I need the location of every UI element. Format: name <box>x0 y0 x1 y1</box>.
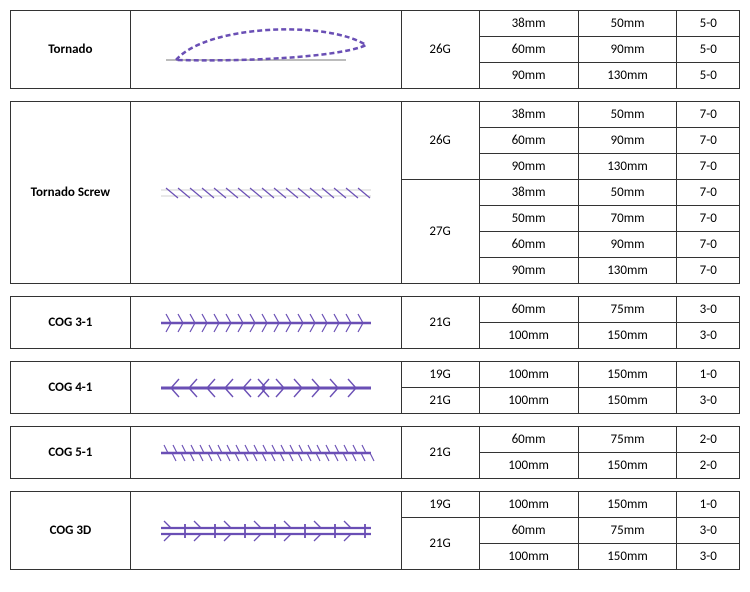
size-code: 1-0 <box>677 362 740 388</box>
length-a: 38mm <box>479 180 578 206</box>
length-a: 60mm <box>479 37 578 63</box>
size-code: 7-0 <box>677 180 740 206</box>
size-code: 3-0 <box>677 544 740 570</box>
spec-row: COG 4-1 19G100mm150mm1-0 <box>11 362 740 388</box>
product-name: COG 3-1 <box>11 297 131 349</box>
spec-row: COG 5-1 21G60mm75mm2-0 <box>11 427 740 453</box>
length-a: 90mm <box>479 154 578 180</box>
gauge-cell: 26G <box>401 102 479 180</box>
length-a: 38mm <box>479 102 578 128</box>
gauge-cell: 21G <box>401 388 479 414</box>
length-a: 60mm <box>479 297 578 323</box>
size-code: 3-0 <box>677 388 740 414</box>
thread-illustration <box>130 427 401 479</box>
product-name: COG 5-1 <box>11 427 131 479</box>
length-a: 50mm <box>479 206 578 232</box>
length-a: 60mm <box>479 427 578 453</box>
size-code: 7-0 <box>677 206 740 232</box>
length-a: 90mm <box>479 258 578 284</box>
length-b: 75mm <box>578 518 677 544</box>
product-table: COG 3-1 21G60mm75mm3-0100mm150mm3-0 <box>10 296 740 349</box>
length-a: 60mm <box>479 518 578 544</box>
length-a: 38mm <box>479 11 578 37</box>
length-b: 150mm <box>578 323 677 349</box>
length-b: 150mm <box>578 544 677 570</box>
thread-illustration <box>130 297 401 349</box>
length-b: 130mm <box>578 258 677 284</box>
length-b: 70mm <box>578 206 677 232</box>
size-code: 3-0 <box>677 518 740 544</box>
gauge-cell: 26G <box>401 11 479 89</box>
size-code: 7-0 <box>677 154 740 180</box>
size-code: 2-0 <box>677 427 740 453</box>
length-b: 150mm <box>578 388 677 414</box>
length-a: 100mm <box>479 323 578 349</box>
products-container: Tornado 26G38mm50mm5-060mm90mm5-090mm130… <box>10 10 740 570</box>
size-code: 3-0 <box>677 323 740 349</box>
length-b: 90mm <box>578 232 677 258</box>
length-b: 50mm <box>578 180 677 206</box>
product-table: COG 3D 19G100mm150mm1-021G60mm75mm3-0100… <box>10 491 740 570</box>
product-name: Tornado <box>11 11 131 89</box>
length-a: 100mm <box>479 362 578 388</box>
length-b: 75mm <box>578 427 677 453</box>
length-b: 50mm <box>578 11 677 37</box>
gauge-cell: 27G <box>401 180 479 284</box>
spec-row: Tornado 26G38mm50mm5-0 <box>11 11 740 37</box>
length-a: 100mm <box>479 388 578 414</box>
thread-illustration <box>130 492 401 570</box>
length-b: 90mm <box>578 37 677 63</box>
length-b: 75mm <box>578 297 677 323</box>
spec-row: Tornado Screw 26G38mm50mm7-0 <box>11 102 740 128</box>
gauge-cell: 19G <box>401 492 479 518</box>
length-a: 90mm <box>479 63 578 89</box>
product-table: COG 5-1 21G60mm75mm2-0100mm150mm2-0 <box>10 426 740 479</box>
product-name: Tornado Screw <box>11 102 131 284</box>
length-a: 100mm <box>479 492 578 518</box>
gauge-cell: 21G <box>401 518 479 570</box>
size-code: 7-0 <box>677 258 740 284</box>
gauge-cell: 21G <box>401 297 479 349</box>
size-code: 7-0 <box>677 102 740 128</box>
spec-row: COG 3-1 21G60mm75mm3-0 <box>11 297 740 323</box>
size-code: 3-0 <box>677 297 740 323</box>
size-code: 2-0 <box>677 453 740 479</box>
product-table: COG 4-1 19G100mm150mm1-021G100mm150mm3-0 <box>10 361 740 414</box>
size-code: 1-0 <box>677 492 740 518</box>
length-b: 50mm <box>578 102 677 128</box>
length-a: 100mm <box>479 544 578 570</box>
product-name: COG 3D <box>11 492 131 570</box>
size-code: 7-0 <box>677 232 740 258</box>
length-b: 150mm <box>578 362 677 388</box>
length-a: 60mm <box>479 128 578 154</box>
size-code: 5-0 <box>677 37 740 63</box>
length-b: 150mm <box>578 453 677 479</box>
thread-illustration <box>130 11 401 89</box>
length-b: 130mm <box>578 63 677 89</box>
thread-illustration <box>130 102 401 284</box>
product-table: Tornado 26G38mm50mm5-060mm90mm5-090mm130… <box>10 10 740 89</box>
size-code: 7-0 <box>677 128 740 154</box>
spec-row: COG 3D 19G100mm150mm1-0 <box>11 492 740 518</box>
length-b: 150mm <box>578 492 677 518</box>
length-a: 100mm <box>479 453 578 479</box>
length-b: 130mm <box>578 154 677 180</box>
product-table: Tornado Screw 26G38mm50mm7-060mm90mm7-09… <box>10 101 740 284</box>
thread-illustration <box>130 362 401 414</box>
size-code: 5-0 <box>677 11 740 37</box>
gauge-cell: 21G <box>401 427 479 479</box>
product-name: COG 4-1 <box>11 362 131 414</box>
length-a: 60mm <box>479 232 578 258</box>
size-code: 5-0 <box>677 63 740 89</box>
gauge-cell: 19G <box>401 362 479 388</box>
length-b: 90mm <box>578 128 677 154</box>
